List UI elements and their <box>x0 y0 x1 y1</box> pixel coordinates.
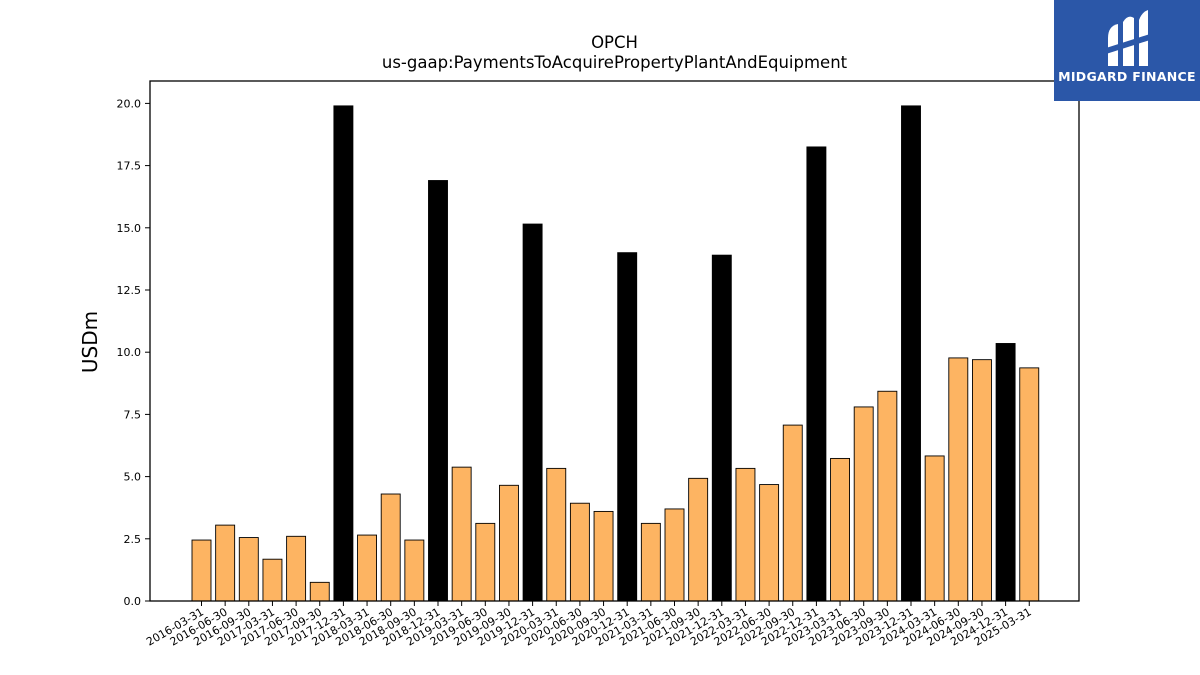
bar-2017-09-30 <box>309 581 330 602</box>
bar-2024-12-31 <box>995 343 1016 602</box>
y-tick-label: 12.5 <box>117 284 142 297</box>
bar-2018-06-30 <box>380 493 401 602</box>
bar-2017-06-30 <box>286 535 307 602</box>
bar-2020-09-30 <box>593 510 614 602</box>
bar-2016-03-31 <box>191 539 212 602</box>
bar-2016-06-30 <box>215 524 236 602</box>
bar-2022-09-30 <box>782 424 803 602</box>
bar-2019-03-31 <box>451 466 472 602</box>
bar-2016-09-30 <box>238 537 259 602</box>
chart-title: OPCH <box>591 33 638 52</box>
bar-2019-12-31 <box>522 223 543 602</box>
y-tick-label: 7.5 <box>124 408 142 421</box>
midgard-finance-logo: MIDGARD FINANCE <box>1054 0 1200 101</box>
bar-2021-09-30 <box>688 477 709 602</box>
bar-2020-12-31 <box>617 252 638 602</box>
plot-frame <box>149 80 1080 602</box>
bar-2018-03-31 <box>357 534 377 602</box>
y-tick-label: 0.0 <box>124 595 142 608</box>
bar-2025-03-31 <box>1019 367 1040 602</box>
bar-2023-03-31 <box>830 457 850 602</box>
bar-2024-06-30 <box>948 357 969 602</box>
bar-2018-12-31 <box>428 180 448 602</box>
logo-text: MIDGARD FINANCE <box>1058 69 1196 84</box>
bar-2019-09-30 <box>499 484 519 602</box>
y-tick-label: 5.0 <box>124 471 142 484</box>
y-tick-label: 15.0 <box>117 222 142 235</box>
y-tick-label: 10.0 <box>117 346 142 359</box>
bar-2020-06-30 <box>569 502 590 602</box>
bar-2022-12-31 <box>806 146 827 602</box>
bar-2023-09-30 <box>877 390 898 602</box>
y-axis-label: USDm <box>78 311 102 373</box>
y-tick-label: 17.5 <box>117 160 142 173</box>
bar-2022-03-31 <box>735 467 756 602</box>
midgard-logo-icon <box>1106 10 1150 67</box>
bar-2021-12-31 <box>711 254 732 602</box>
y-axis: 0.0 2.5 5.0 7.5 10.0 12.5 15.0 17.5 20.0 <box>117 97 150 608</box>
bar-2017-03-31 <box>262 558 283 602</box>
bar-2021-03-31 <box>640 522 661 602</box>
bar-2023-12-31 <box>901 105 921 602</box>
bar-2019-06-30 <box>475 522 496 602</box>
x-axis: 2016-03-312016-06-302016-09-302017-03-31… <box>144 601 1034 649</box>
chart-subtitle: us-gaap:PaymentsToAcquirePropertyPlantAn… <box>382 53 848 72</box>
bar-2024-09-30 <box>972 359 992 602</box>
bar-2024-03-31 <box>924 455 945 602</box>
y-tick-label: 20.0 <box>117 97 142 110</box>
bar-2022-06-30 <box>759 484 780 602</box>
bar-2023-06-30 <box>853 406 874 602</box>
bars-group <box>191 105 1040 602</box>
y-tick-label: 2.5 <box>124 533 142 546</box>
bar-2017-12-31 <box>333 105 354 602</box>
bar-2018-09-30 <box>404 539 425 602</box>
bar-2021-06-30 <box>664 508 685 602</box>
bar-2020-03-31 <box>546 467 567 602</box>
